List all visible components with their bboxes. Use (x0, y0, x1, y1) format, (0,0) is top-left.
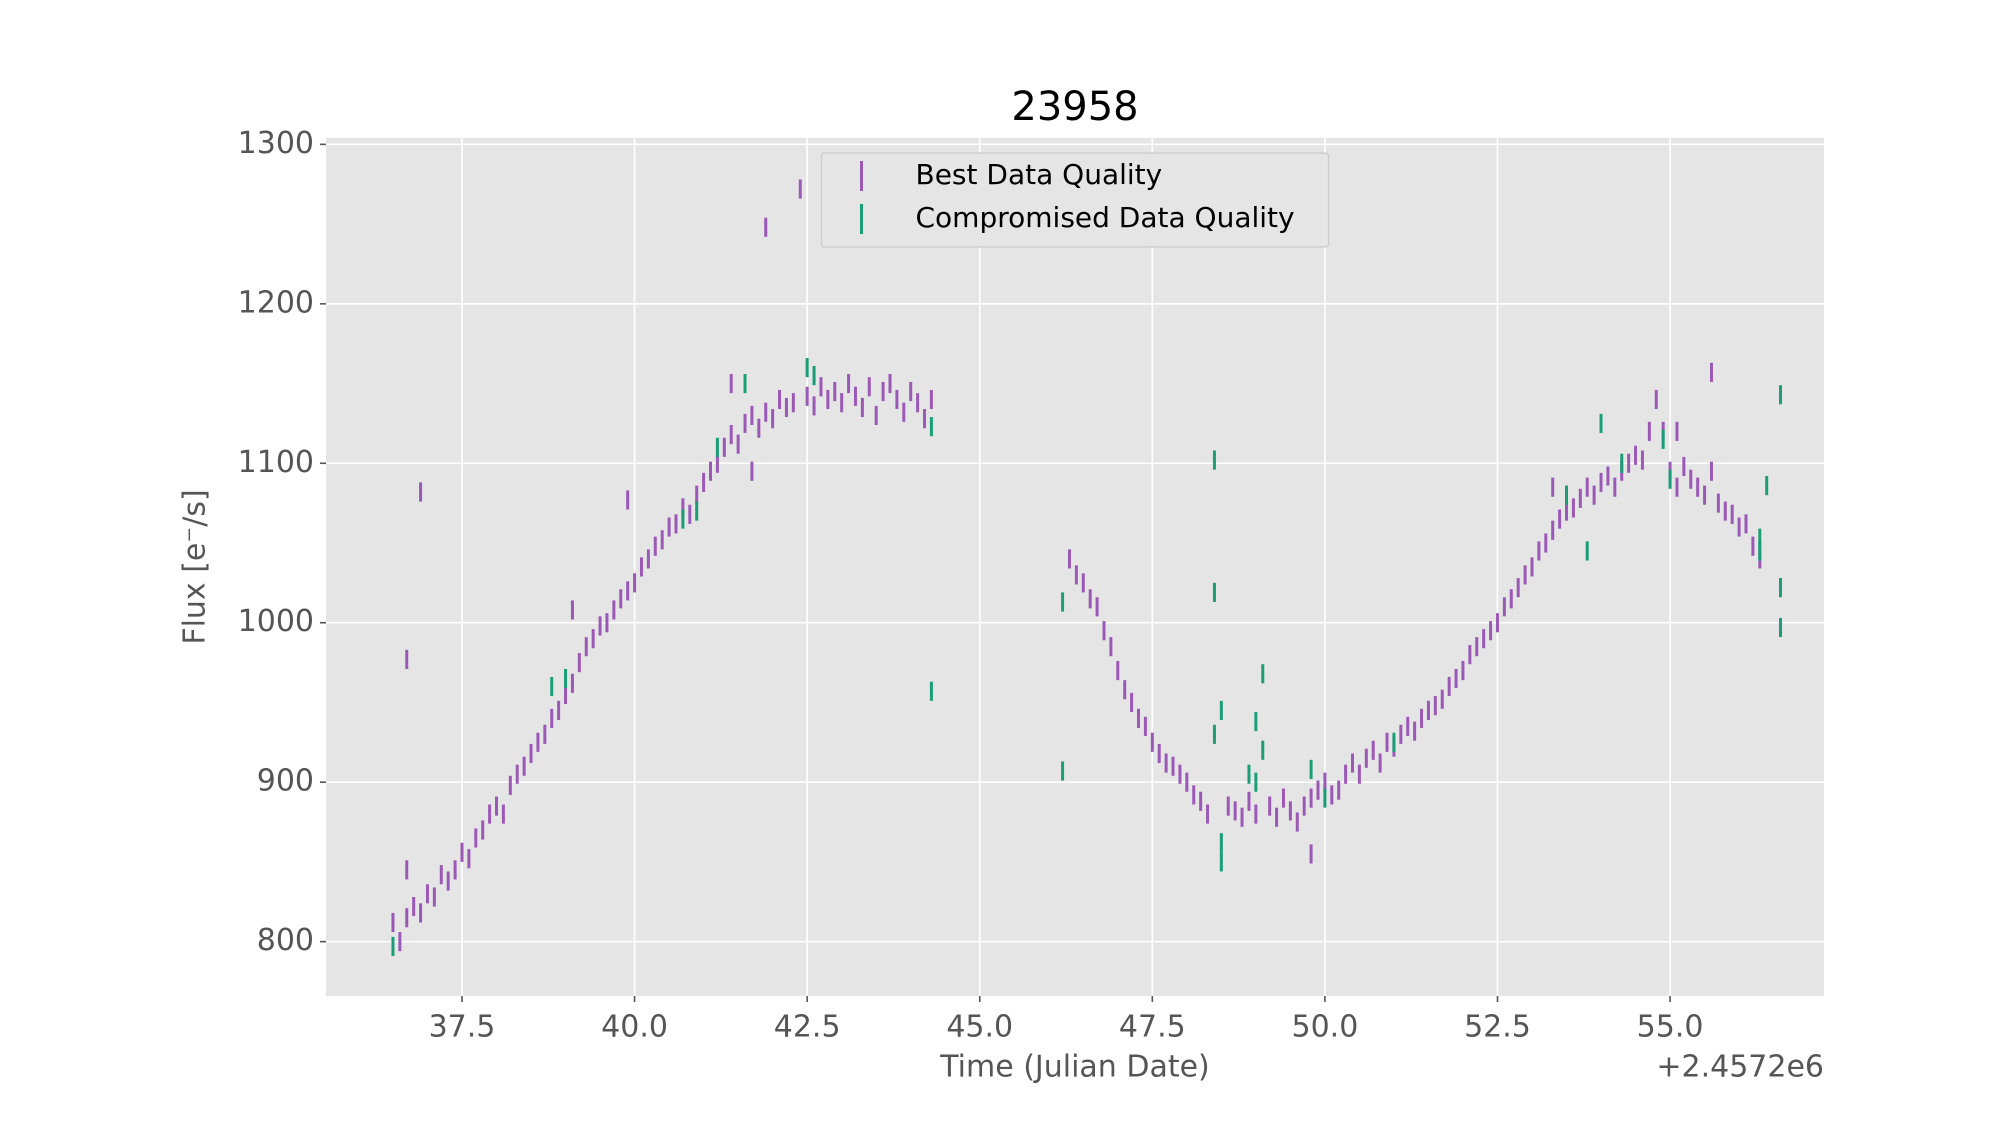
x-tick-label: 52.5 (1464, 1010, 1531, 1045)
grid: 37.5 40.0 42.5 45.0 47.5 50.0 52.5 55.0 800 900 10… (238, 126, 1824, 1045)
y-tick-label: 1100 (238, 445, 314, 480)
x-tick-label: 55.0 (1637, 1010, 1704, 1045)
x-tick-label: 42.5 (774, 1010, 841, 1045)
x-offset-label: +2.4572e6 (1656, 1050, 1824, 1085)
y-tick-label: 800 (257, 923, 314, 958)
x-tick-label: 50.0 (1291, 1010, 1358, 1045)
x-tick-label: 37.5 (429, 1010, 496, 1045)
y-tick-label: 1200 (238, 285, 314, 320)
data-marks (391, 179, 1783, 956)
y-tick-label: 1300 (238, 126, 314, 161)
legend: Best Data Quality Compromised Data Qualit… (820, 152, 1330, 248)
legend-label: Compromised Data Quality (916, 201, 1295, 234)
x-tick-label: 47.5 (1119, 1010, 1186, 1045)
legend-label: Best Data Quality (916, 158, 1163, 191)
legend-box (820, 152, 1330, 248)
y-tick-label: 1000 (238, 604, 314, 639)
x-axis-label: Time (Julian Date) (939, 1050, 1210, 1085)
x-tick-label: 45.0 (946, 1010, 1013, 1045)
y-axis-label: Flux [e⁻/s] (178, 489, 213, 644)
x-tick-label: 40.0 (601, 1010, 668, 1045)
chart-title: 23958 (1011, 84, 1138, 130)
y-tick-label: 900 (257, 764, 314, 799)
